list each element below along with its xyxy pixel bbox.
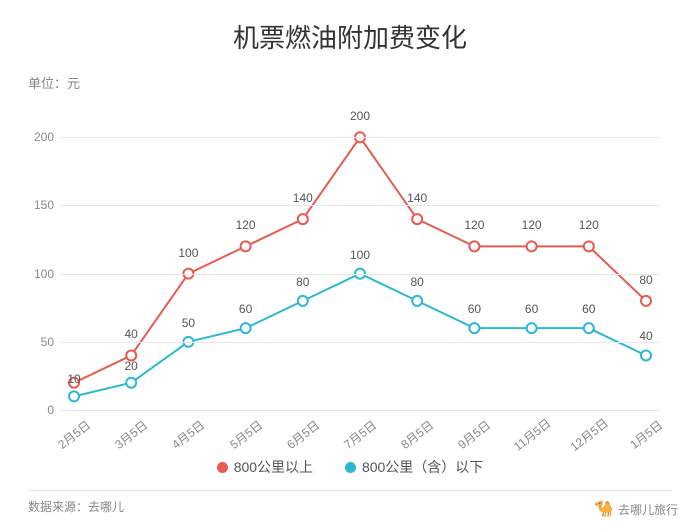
series-marker bbox=[298, 296, 308, 306]
series-marker bbox=[641, 350, 651, 360]
series-marker bbox=[584, 323, 594, 333]
gridline bbox=[60, 205, 660, 206]
data-label: 100 bbox=[178, 246, 198, 260]
x-tick-label: 12月5日 bbox=[566, 414, 611, 455]
chart-plot-area: 2月5日3月5日4月5日5月5日6月5日7月5日8月5日9月5日11月5日12月… bbox=[60, 110, 660, 410]
series-marker bbox=[298, 214, 308, 224]
series-marker bbox=[469, 323, 479, 333]
y-tick-label: 200 bbox=[26, 130, 54, 144]
data-label: 20 bbox=[125, 359, 138, 373]
brand-logo: 🐪 去哪儿旅行 bbox=[594, 499, 678, 519]
series-marker bbox=[584, 241, 594, 251]
data-label: 140 bbox=[293, 191, 313, 205]
data-label: 80 bbox=[639, 273, 652, 287]
x-tick-label: 4月5日 bbox=[168, 416, 208, 452]
legend-dot-icon bbox=[217, 462, 228, 473]
legend: 800公里以上 800公里（含）以下 bbox=[0, 457, 700, 477]
data-label: 120 bbox=[236, 218, 256, 232]
x-tick-label: 9月5日 bbox=[454, 416, 494, 452]
data-label: 120 bbox=[464, 218, 484, 232]
unit-label: 单位：元 bbox=[0, 55, 700, 92]
legend-dot-icon bbox=[345, 462, 356, 473]
data-label: 60 bbox=[239, 302, 252, 316]
gridline bbox=[60, 410, 660, 411]
legend-label: 800公里以上 bbox=[234, 457, 313, 477]
legend-item-series-0: 800公里以上 bbox=[217, 457, 313, 477]
series-marker bbox=[126, 378, 136, 388]
data-label: 80 bbox=[411, 275, 424, 289]
x-tick-label: 5月5日 bbox=[226, 416, 266, 452]
series-marker bbox=[241, 241, 251, 251]
data-label: 40 bbox=[639, 329, 652, 343]
y-tick-label: 150 bbox=[26, 198, 54, 212]
legend-label: 800公里（含）以下 bbox=[362, 457, 483, 477]
x-tick-label: 11月5日 bbox=[509, 415, 553, 455]
x-tick-label: 8月5日 bbox=[397, 416, 437, 452]
series-marker bbox=[412, 214, 422, 224]
data-label: 100 bbox=[350, 248, 370, 262]
x-tick-label: 6月5日 bbox=[283, 416, 323, 452]
data-label: 200 bbox=[350, 109, 370, 123]
data-label: 140 bbox=[407, 191, 427, 205]
data-label: 60 bbox=[468, 302, 481, 316]
series-marker bbox=[527, 241, 537, 251]
data-label: 40 bbox=[125, 327, 138, 341]
logo-text: 去哪儿旅行 bbox=[618, 501, 678, 518]
series-marker bbox=[641, 296, 651, 306]
gridline bbox=[60, 137, 660, 138]
data-label: 80 bbox=[296, 275, 309, 289]
y-tick-label: 50 bbox=[26, 335, 54, 349]
series-marker bbox=[469, 241, 479, 251]
data-label: 60 bbox=[582, 302, 595, 316]
data-label: 50 bbox=[182, 316, 195, 330]
y-tick-label: 100 bbox=[26, 267, 54, 281]
x-tick-label: 2月5日 bbox=[54, 416, 94, 452]
data-label: 120 bbox=[579, 218, 599, 232]
data-label: 10 bbox=[67, 372, 80, 386]
source-label: 数据来源：去哪儿 bbox=[28, 498, 124, 515]
data-label: 120 bbox=[522, 218, 542, 232]
series-marker bbox=[241, 323, 251, 333]
x-tick-label: 3月5日 bbox=[111, 416, 151, 452]
series-marker bbox=[527, 323, 537, 333]
x-tick-label: 1月5日 bbox=[626, 416, 666, 452]
gridline bbox=[60, 342, 660, 343]
chart-title: 机票燃油附加费变化 bbox=[0, 0, 700, 55]
x-tick-label: 7月5日 bbox=[340, 416, 380, 452]
legend-item-series-1: 800公里（含）以下 bbox=[345, 457, 483, 477]
y-tick-label: 0 bbox=[26, 403, 54, 417]
series-marker bbox=[412, 296, 422, 306]
camel-icon: 🐪 bbox=[594, 499, 614, 519]
data-label: 60 bbox=[525, 302, 538, 316]
gridline bbox=[60, 274, 660, 275]
series-marker bbox=[69, 391, 79, 401]
divider bbox=[28, 490, 672, 491]
series-line-1 bbox=[74, 274, 646, 397]
